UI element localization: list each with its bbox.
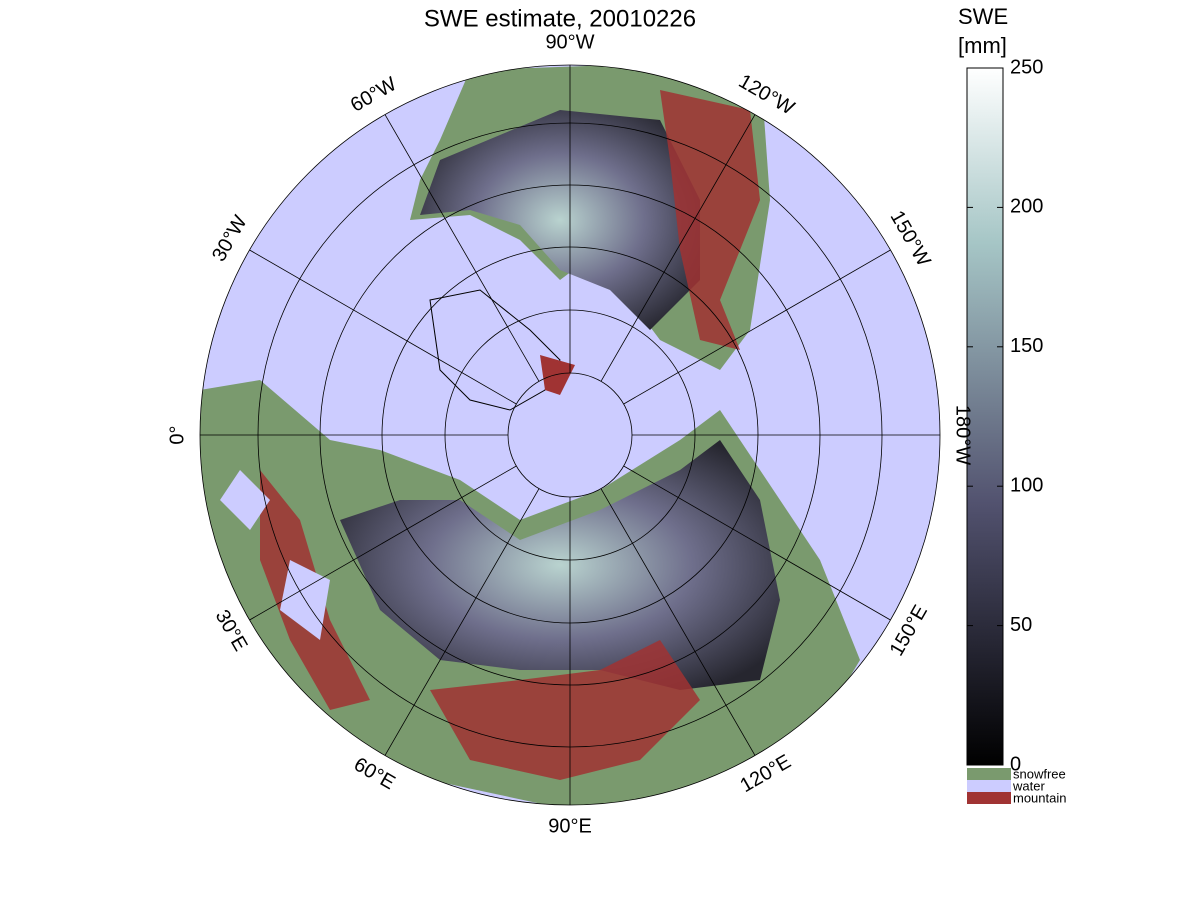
graticule <box>199 64 941 806</box>
longitude-label: 0° <box>166 425 188 444</box>
colorbar-unit: [mm] <box>958 33 1007 58</box>
colorbar-tick-label: 250 <box>1010 56 1043 78</box>
legend-label: mountain <box>1013 790 1066 805</box>
meridian <box>623 249 891 405</box>
inland-water <box>220 470 330 640</box>
map-disc <box>200 65 940 805</box>
meridian <box>249 465 517 621</box>
north-america-snow <box>420 110 700 330</box>
meridian <box>384 114 540 382</box>
colorbar-tick-label: 50 <box>1010 614 1032 636</box>
legend-swatch <box>967 768 1011 780</box>
longitude-label: 90°E <box>548 815 592 837</box>
legend-swatch <box>967 780 1011 792</box>
colorbar-tick-label: 200 <box>1010 196 1043 218</box>
map-title: SWE estimate, 20010226 <box>424 5 696 32</box>
longitude-label: 30°E <box>211 606 252 655</box>
ellesmere-mountain <box>540 355 575 395</box>
legend-label: snowfree <box>1013 766 1066 781</box>
colorbar-label: SWE <box>958 4 1008 29</box>
colorbar-tick-label: 100 <box>1010 474 1043 496</box>
meridian <box>623 465 891 621</box>
asia-mountain <box>430 640 700 780</box>
meridian <box>384 488 540 756</box>
legend-label: water <box>1012 778 1045 793</box>
colorbar-tick-label: 150 <box>1010 335 1043 357</box>
rockies-mountain <box>660 90 760 350</box>
meridian <box>249 249 517 405</box>
longitude-label: 60°E <box>350 753 399 794</box>
colorbar <box>966 67 1004 766</box>
colorbar-tick-label: 0 <box>1010 753 1021 775</box>
longitude-label: 180°W <box>952 405 974 465</box>
legend-swatch <box>967 792 1011 804</box>
longitude-label: 90°W <box>545 31 594 53</box>
meridian <box>600 488 756 756</box>
meridian <box>600 114 756 382</box>
eurasia-snow <box>340 440 780 690</box>
